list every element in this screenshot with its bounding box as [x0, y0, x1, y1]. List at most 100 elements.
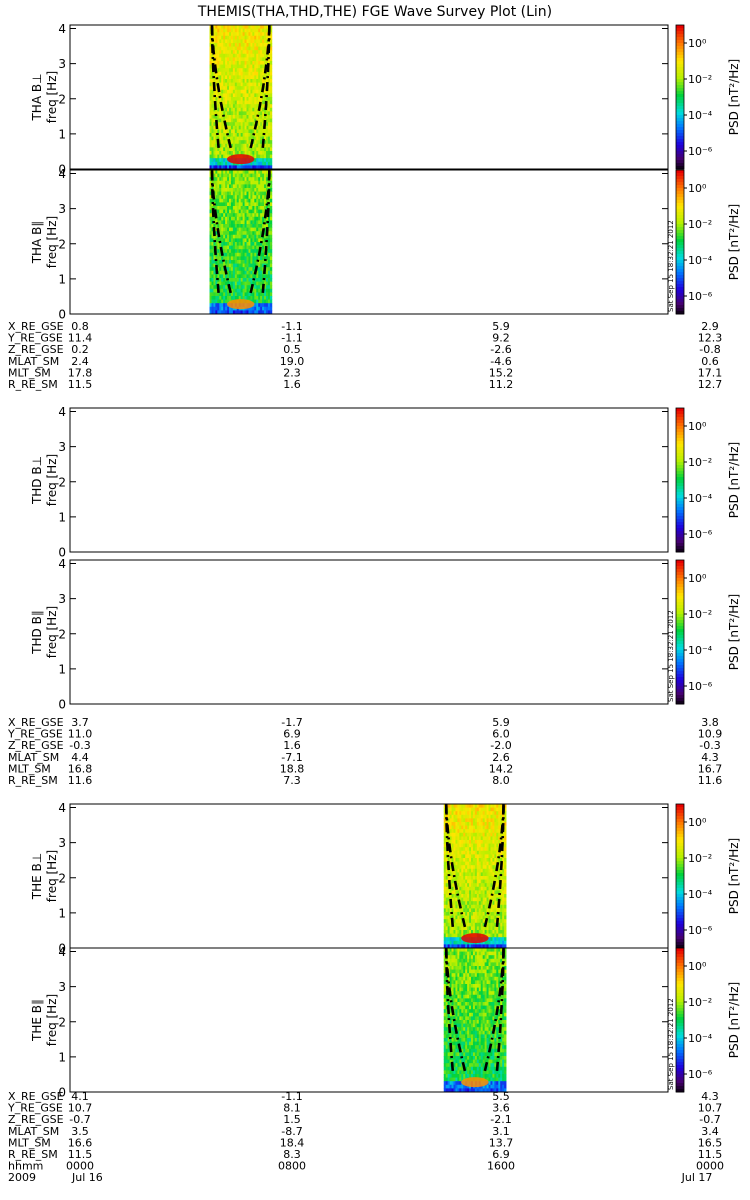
colorbar-segment: [676, 519, 684, 523]
spectrogram-cell: [472, 1020, 476, 1024]
spectrogram-cell: [227, 288, 230, 293]
spectrogram-cell: [451, 1002, 454, 1006]
spectrogram-cell: [213, 129, 216, 134]
spectrogram-cell: [225, 195, 228, 200]
spectrogram-cell: [260, 227, 263, 232]
spectrogram-cell: [213, 143, 216, 148]
spectrogram-cell: [244, 252, 247, 257]
spectrogram-cell: [469, 980, 472, 985]
spectrogram-cell: [443, 998, 447, 1003]
spectrogram-cell: [250, 220, 253, 225]
spectrogram-cell: [262, 79, 265, 83]
spectrogram-cell: [264, 260, 267, 264]
spectrogram-cell: [219, 188, 222, 192]
spectrogram-cell: [449, 861, 452, 866]
spectrogram-cell: [459, 829, 462, 834]
spectrogram-cell: [455, 969, 458, 974]
spectrogram-cell: [490, 1005, 493, 1010]
spectrogram-cell: [471, 948, 474, 952]
spectrogram-cell: [225, 249, 228, 254]
spectrogram-cell: [232, 104, 236, 109]
spectrogram-cell: [238, 143, 242, 148]
spectrogram-cell: [265, 39, 269, 44]
spectrogram-cell: [244, 89, 247, 94]
spectrogram-cell: [471, 930, 474, 934]
spectrogram-cell: [242, 25, 245, 29]
spectrogram-cell: [211, 180, 214, 185]
spectrogram-cell: [494, 912, 497, 916]
spectrogram-cell: [230, 213, 234, 218]
spectrogram-cell: [500, 1020, 503, 1024]
spectrogram-cell: [258, 299, 261, 304]
spectrogram-cell: [484, 829, 487, 834]
spectrogram-cell: [459, 861, 462, 866]
spectrogram-cell: [211, 143, 214, 148]
spectrogram-cell: [445, 915, 449, 920]
spectrogram-cell: [469, 1027, 472, 1032]
spectrogram-cell: [254, 75, 257, 80]
spectrogram-cell: [213, 53, 216, 58]
spectrogram-cell: [211, 107, 214, 112]
colorbar-segment: [676, 698, 684, 702]
spectrogram-cell: [225, 209, 228, 214]
spectrogram-cell: [478, 951, 482, 956]
spectrogram-cell: [467, 955, 470, 960]
spectrogram-cell: [461, 1005, 464, 1010]
spectrogram-cell: [225, 57, 228, 62]
spectrogram-cell: [262, 292, 265, 297]
spectrogram-cell: [264, 53, 267, 58]
colorbar-tick-label: 10⁻⁴: [688, 492, 713, 505]
spectrogram-cell: [213, 25, 216, 29]
spectrogram-cell: [449, 940, 452, 945]
spectrogram-cell: [248, 107, 251, 112]
spectrogram-cell: [504, 861, 507, 866]
spectrogram-cell: [494, 944, 497, 949]
spectrogram-cell: [230, 111, 234, 116]
spectrogram-cell: [463, 886, 466, 891]
spectrogram-cell: [504, 858, 507, 862]
spectrogram-cell: [219, 285, 222, 290]
spectrogram-cell: [463, 1027, 466, 1032]
spectrogram-cell: [262, 170, 265, 174]
spectrogram-cell: [258, 136, 261, 141]
spectrogram-cell: [478, 1023, 482, 1028]
spectrogram-cell: [211, 82, 214, 87]
spectrogram-cell: [223, 288, 226, 293]
spectrogram-cell: [221, 202, 224, 207]
spectrogram-cell: [217, 165, 220, 170]
spectrogram-cell: [459, 955, 462, 960]
spectrogram-cell: [269, 195, 273, 200]
spectrogram-cell: [484, 890, 487, 895]
spectrogram-cell: [465, 904, 468, 909]
spectrogram-cell: [209, 213, 212, 218]
spectrogram-cell: [225, 252, 228, 257]
spectrogram-cell: [252, 206, 255, 210]
spectrogram-cell: [242, 285, 245, 290]
spectrogram-cell: [215, 296, 218, 300]
spectrogram-cell: [447, 976, 450, 981]
spectrogram-cell: [254, 104, 257, 109]
spectrogram-cell: [459, 919, 462, 924]
spectrogram-cell: [250, 270, 253, 275]
spectrogram-cell: [236, 270, 240, 275]
spectrogram-cell: [453, 822, 456, 826]
spectrogram-cell: [451, 822, 454, 826]
spectrogram-cell: [453, 951, 456, 956]
colorbar-segment: [676, 121, 684, 125]
spectrogram-cell: [447, 876, 450, 880]
spectrogram-cell: [265, 299, 269, 304]
spectrogram-cell: [488, 829, 491, 834]
spectrogram-cell: [236, 125, 240, 130]
spectrogram-cell: [264, 206, 267, 210]
spectrogram-cell: [260, 53, 263, 58]
spectrogram-cell: [449, 1023, 452, 1028]
spectrogram-cell: [451, 850, 454, 855]
spectrogram-cell: [486, 1016, 489, 1021]
spectrogram-cell: [248, 227, 251, 232]
spectrogram-cell: [246, 143, 249, 148]
spectrogram-cell: [256, 270, 259, 275]
spectrogram-cell: [461, 807, 464, 812]
spectrogram-cell: [221, 158, 224, 163]
spectrogram-cell: [453, 976, 456, 981]
